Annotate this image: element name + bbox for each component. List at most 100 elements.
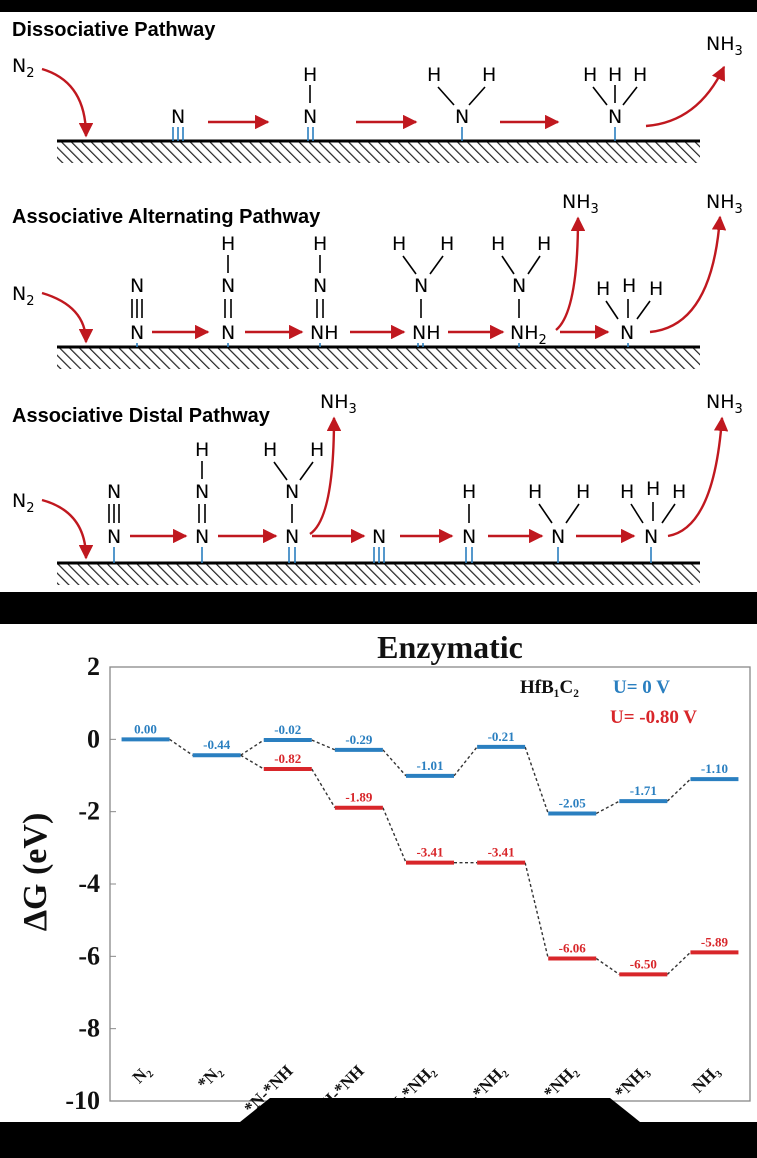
y-tick-label: -2 bbox=[78, 797, 100, 826]
h-atom: H bbox=[440, 233, 454, 255]
n-atom: N bbox=[303, 106, 317, 128]
legend-u080: U= -0.80 V bbox=[610, 707, 697, 728]
level-connector bbox=[240, 754, 265, 770]
surface-hatch-dissociative bbox=[57, 141, 700, 163]
y-tick-label: 0 bbox=[87, 724, 100, 753]
h-atom: H bbox=[491, 233, 505, 255]
n-atom: N bbox=[644, 526, 658, 548]
x-category-label: *N₂ bbox=[194, 1061, 226, 1093]
nh2-group: NH2 bbox=[510, 322, 547, 348]
energy-panel: Enzymatic ΔG (eV) 2 0 -2 -4 -6 -8 -10 0.00 -0.4… bbox=[0, 624, 757, 1142]
level-connector bbox=[311, 739, 336, 751]
n-atom: N bbox=[455, 106, 469, 128]
pathway-scheme: Dissociative Pathway N2 NH3 N N H N H H … bbox=[12, 19, 743, 585]
n-atom: N bbox=[462, 526, 476, 548]
material-label: HfB₁C₂ bbox=[520, 677, 579, 698]
level-connector bbox=[240, 739, 265, 756]
h-atom: H bbox=[649, 278, 663, 300]
value-label: -6.06 bbox=[559, 941, 587, 956]
distal-title: Associative Distal Pathway bbox=[12, 405, 271, 427]
level-connector bbox=[382, 807, 407, 863]
nh3-product-label: NH3 bbox=[562, 191, 599, 217]
value-label: -3.41 bbox=[488, 845, 515, 860]
level-connector bbox=[453, 746, 478, 777]
level-connector bbox=[169, 738, 194, 756]
n-atom: N bbox=[285, 526, 299, 548]
h-atom: H bbox=[195, 439, 209, 461]
level-connector bbox=[524, 862, 549, 959]
h-atom: H bbox=[303, 64, 317, 86]
n-atom: N bbox=[608, 106, 622, 128]
n-atom: N bbox=[551, 526, 565, 548]
n-atom: N bbox=[195, 526, 209, 548]
nh3-product-label: NH3 bbox=[320, 391, 357, 417]
h-atom: H bbox=[310, 439, 324, 461]
level-connector bbox=[595, 800, 620, 815]
n2-reactant-label: N2 bbox=[12, 55, 35, 81]
value-label: -1.01 bbox=[416, 758, 443, 773]
value-label: -0.44 bbox=[203, 737, 231, 752]
n-atom: N bbox=[512, 275, 526, 297]
surface-hatch-alternating bbox=[57, 347, 700, 369]
h-atom: H bbox=[462, 481, 476, 503]
nh3-product-label: NH3 bbox=[706, 33, 743, 59]
h-atom: H bbox=[263, 439, 277, 461]
value-label: -0.21 bbox=[488, 729, 515, 744]
h-atom: H bbox=[622, 275, 636, 297]
h-atom: H bbox=[620, 481, 634, 503]
value-label: -0.02 bbox=[274, 722, 301, 737]
value-label: -1.10 bbox=[701, 761, 728, 776]
n-atom: N bbox=[285, 481, 299, 503]
h-atom: H bbox=[672, 481, 686, 503]
y-tick-label: -4 bbox=[78, 869, 100, 898]
value-label: 0.00 bbox=[134, 721, 157, 736]
n-atom: N bbox=[313, 275, 327, 297]
h-atom: H bbox=[482, 64, 496, 86]
y-tick-label: -10 bbox=[65, 1086, 100, 1115]
nh-group: NH bbox=[310, 322, 339, 344]
level-connector bbox=[666, 778, 691, 802]
value-label: -2.05 bbox=[559, 795, 587, 810]
surface-hatch-distal bbox=[57, 563, 700, 585]
n2-reactant-label: N2 bbox=[12, 283, 35, 309]
n-atom: N bbox=[221, 275, 235, 297]
n-atom: N bbox=[107, 481, 121, 503]
value-label: -3.41 bbox=[416, 845, 443, 860]
n-atom: N bbox=[620, 322, 634, 344]
x-category-label: *NH₃ bbox=[611, 1061, 652, 1102]
h-atom: H bbox=[528, 481, 542, 503]
x-category-label: NH₃ bbox=[688, 1061, 723, 1096]
value-label: -1.71 bbox=[630, 783, 657, 798]
plot-frame bbox=[109, 666, 751, 1102]
n-atom: N bbox=[195, 481, 209, 503]
level-connector bbox=[666, 951, 691, 975]
x-category-label: *NH₂ bbox=[540, 1061, 581, 1102]
pathway-panel: Dissociative Pathway N2 NH3 N N H N H H … bbox=[0, 12, 757, 592]
h-atom: H bbox=[633, 64, 647, 86]
value-label: -1.89 bbox=[345, 790, 373, 805]
value-label: -0.29 bbox=[345, 732, 373, 747]
legend-u0: U= 0 V bbox=[613, 677, 670, 698]
h-atom: H bbox=[392, 233, 406, 255]
h-atom: H bbox=[608, 64, 622, 86]
level-connector bbox=[524, 746, 549, 814]
y-tick-label: 2 bbox=[87, 652, 100, 681]
n-atom: N bbox=[130, 322, 144, 344]
free-energy-chart: Enzymatic ΔG (eV) 2 0 -2 -4 -6 -8 -10 0.00 -0.4… bbox=[17, 629, 751, 1134]
x-category-label: N₂ bbox=[129, 1061, 155, 1087]
bottom-tab bbox=[0, 1098, 757, 1158]
nh-group: NH bbox=[412, 322, 441, 344]
nh3-product-label: NH3 bbox=[706, 191, 743, 217]
h-atom: H bbox=[596, 278, 610, 300]
level-connector bbox=[382, 749, 407, 777]
n2-reactant-label: N2 bbox=[12, 490, 35, 516]
level-connector bbox=[311, 768, 336, 809]
n-atom: N bbox=[414, 275, 428, 297]
dissociative-title: Dissociative Pathway bbox=[12, 19, 216, 41]
level-connector bbox=[595, 957, 620, 975]
n-atom: N bbox=[171, 106, 185, 128]
value-label: -5.89 bbox=[701, 934, 729, 949]
y-axis-label: ΔG (eV) bbox=[17, 813, 54, 932]
value-label: -6.50 bbox=[630, 956, 657, 971]
